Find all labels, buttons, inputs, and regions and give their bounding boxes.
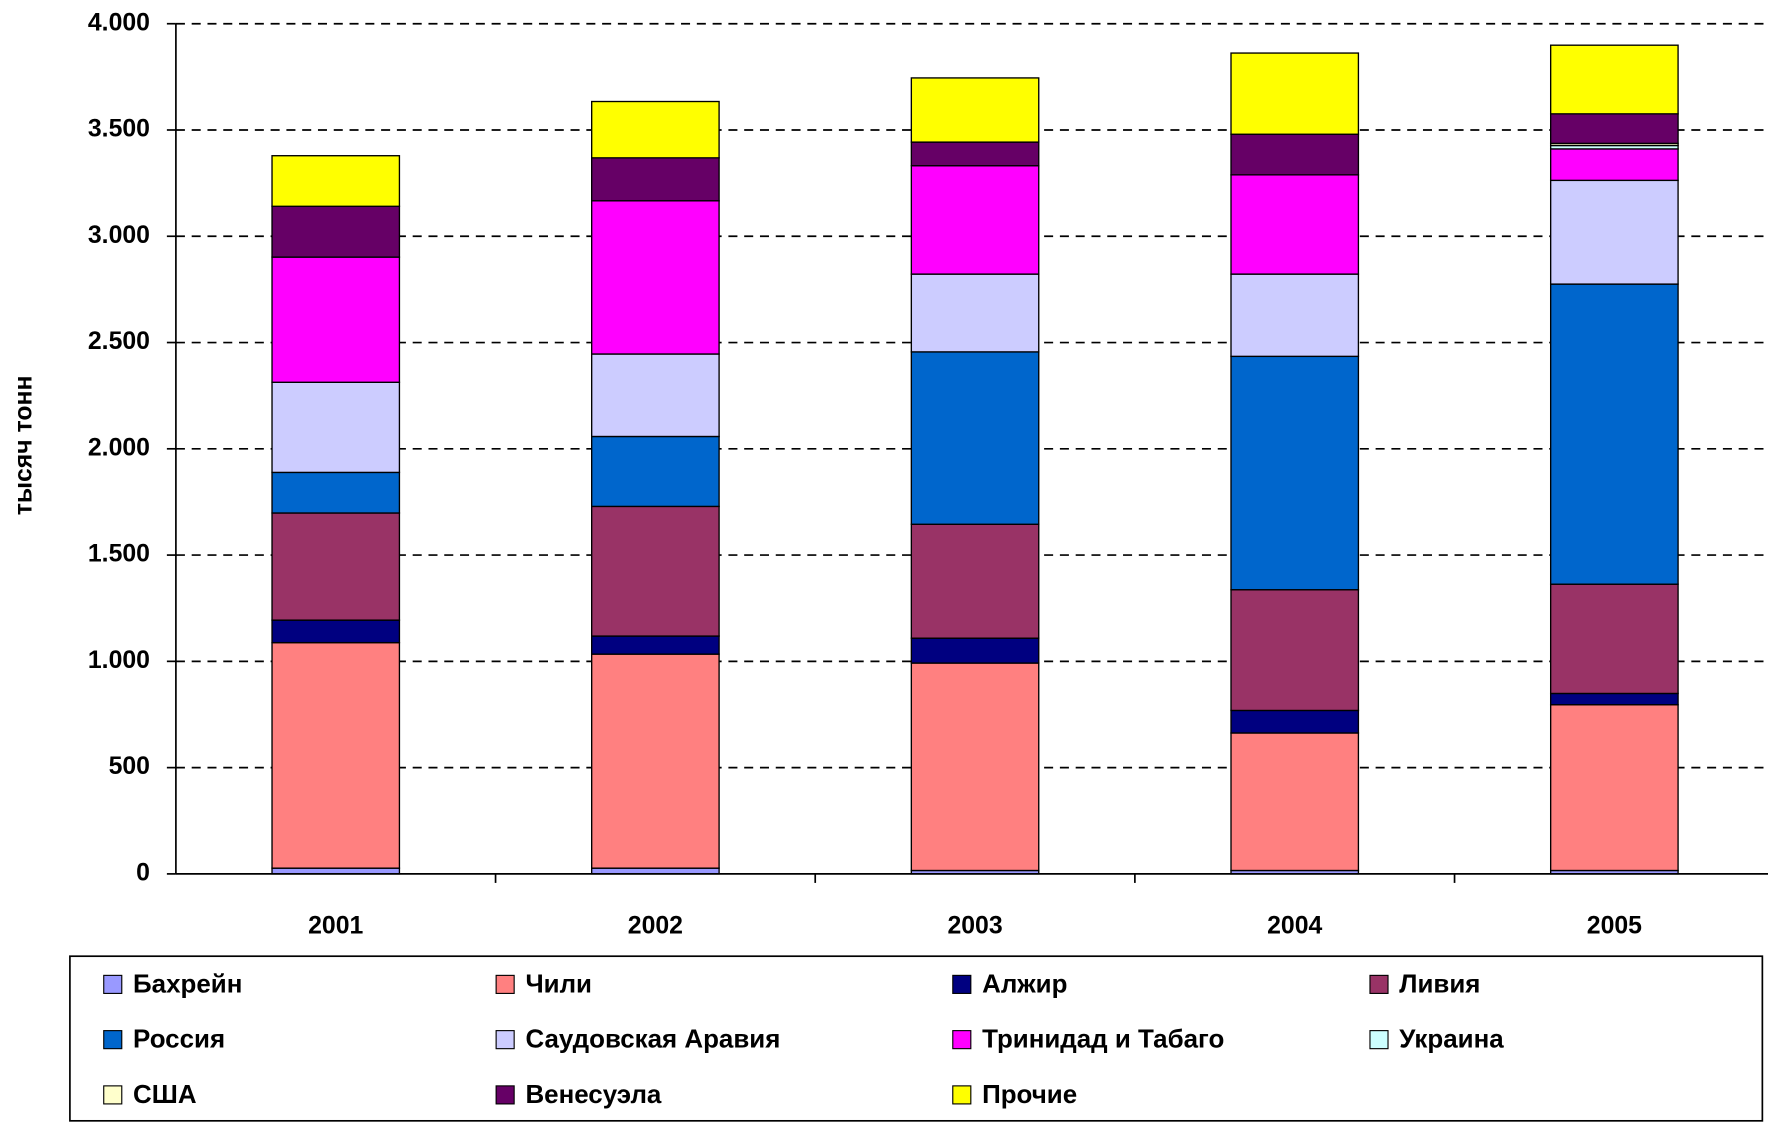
bar-segment [1230, 133, 1360, 176]
legend-label: Чили [525, 970, 592, 998]
bar-segment [591, 353, 720, 438]
y-tick-label: 1.000 [88, 647, 150, 674]
bar-segment [1549, 179, 1679, 285]
legend-swatch [103, 1085, 123, 1105]
y-tick-label: 2.000 [88, 434, 150, 461]
legend-label: Украина [1399, 1026, 1504, 1054]
x-tick-label: 2002 [628, 912, 683, 939]
bar-segment [271, 471, 401, 514]
bar-segment [1549, 704, 1679, 872]
legend-swatch [952, 1085, 972, 1105]
y-tick-label: 0 [136, 859, 150, 886]
bar-segment [271, 512, 401, 621]
bar-segment [1230, 589, 1360, 712]
bar-segment [1230, 174, 1360, 275]
bar-segment [591, 635, 720, 655]
legend-label: Алжир [982, 970, 1067, 998]
y-tick-label: 1.500 [88, 541, 150, 568]
bar-segment [1549, 148, 1679, 182]
legend-label: Тринидад и Табаго [982, 1026, 1224, 1054]
bar-segment [910, 351, 1040, 525]
legend-label: США [133, 1081, 197, 1109]
bar-segment [271, 619, 401, 644]
bar-segment [591, 867, 720, 875]
bar-segment [910, 141, 1040, 167]
x-tick-label: 2004 [1267, 912, 1322, 939]
bar-segment [271, 205, 401, 258]
legend-swatch [495, 974, 515, 994]
bar-segment [271, 867, 401, 875]
legend-label: Прочие [982, 1081, 1077, 1109]
y-tick-label: 4.000 [88, 9, 150, 36]
y-tick-label: 500 [109, 753, 150, 780]
bar-segment [910, 523, 1040, 639]
y-tick-label: 2.500 [88, 328, 150, 355]
legend-swatch [1369, 1030, 1389, 1050]
legend-swatch [1369, 974, 1389, 994]
x-tick-label: 2001 [308, 912, 363, 939]
legend-label: Саудовская Аравия [525, 1026, 780, 1054]
legend: Бахрейн Чили Алжир Ливия Россия Саудовская Ар… [103, 970, 1504, 1109]
bar-segment [591, 653, 720, 869]
bar-segment [271, 256, 401, 383]
y-tick-label: 3.500 [88, 116, 150, 143]
legend-label: Венесуэла [525, 1081, 661, 1109]
bar-segment [271, 381, 401, 474]
bar-segment [1230, 709, 1360, 734]
bar-segment [1549, 44, 1679, 115]
legend-box [69, 955, 1764, 1122]
legend-label: Бахрейн [133, 970, 242, 998]
bar-segment [271, 641, 401, 869]
bar-segment [910, 273, 1040, 353]
bar-segment [910, 77, 1040, 143]
legend-swatch [952, 974, 972, 994]
bar-segment [591, 435, 720, 508]
x-tick-label: 2003 [947, 912, 1002, 939]
bar-segment [910, 662, 1040, 872]
legend-label: Ливия [1399, 970, 1480, 998]
bar-segment [1230, 52, 1360, 135]
legend-swatch [103, 974, 123, 994]
bar-segment [591, 157, 720, 202]
bar-segment [910, 637, 1040, 664]
bar-segment [591, 200, 720, 355]
bar-segment [1549, 583, 1679, 695]
bar-segment [271, 155, 401, 207]
legend-swatch [495, 1030, 515, 1050]
x-tick-label: 2005 [1587, 912, 1642, 939]
bar-segment [1230, 355, 1360, 591]
legend-swatch [103, 1030, 123, 1050]
bar-segment [1549, 113, 1679, 145]
bar-segment [910, 165, 1040, 275]
bar-segment [1549, 283, 1679, 585]
legend-swatch [952, 1030, 972, 1050]
bar-segment [1230, 732, 1360, 872]
legend-label: Россия [133, 1026, 225, 1054]
legend-swatch [495, 1085, 515, 1105]
y-axis-label: тысяч тонн [10, 376, 37, 516]
bar-segment [1230, 273, 1360, 358]
y-tick-label: 3.000 [88, 222, 150, 249]
bar-segment [591, 100, 720, 159]
bar-segment [1549, 692, 1679, 706]
bar-segment [591, 505, 720, 637]
